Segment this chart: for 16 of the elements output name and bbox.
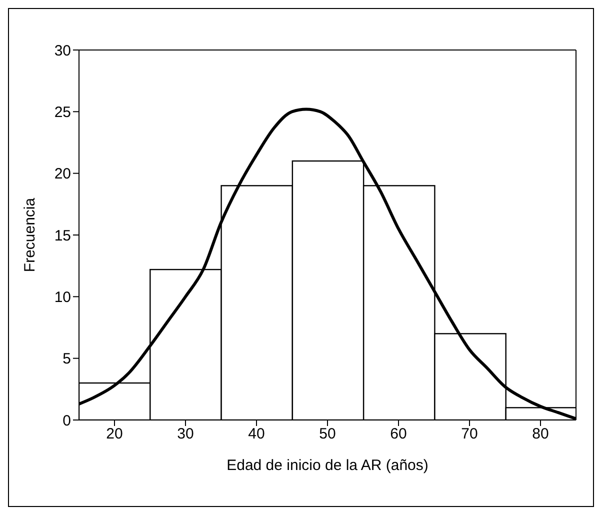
y-tick-label: 5 — [62, 350, 71, 368]
x-tick-label: 20 — [106, 426, 123, 443]
x-tick-label: 50 — [319, 426, 336, 443]
y-tick-label: 10 — [54, 288, 71, 306]
x-tick-label: 30 — [177, 426, 194, 443]
x-axis-title: Edad de inicio de la AR (años) — [226, 457, 428, 474]
x-tick-label: 60 — [390, 426, 407, 443]
x-tick-label: 70 — [461, 426, 478, 443]
y-tick-label: 30 — [54, 42, 71, 60]
y-tick-label: 20 — [54, 166, 71, 183]
y-tick-label: 15 — [54, 227, 71, 244]
x-tick-label: 40 — [248, 426, 265, 443]
x-tick-label: 80 — [532, 426, 549, 443]
y-axis-title: Frecuencia — [21, 197, 38, 272]
y-tick-label: 0 — [62, 412, 71, 430]
y-tick-label: 25 — [54, 104, 71, 121]
